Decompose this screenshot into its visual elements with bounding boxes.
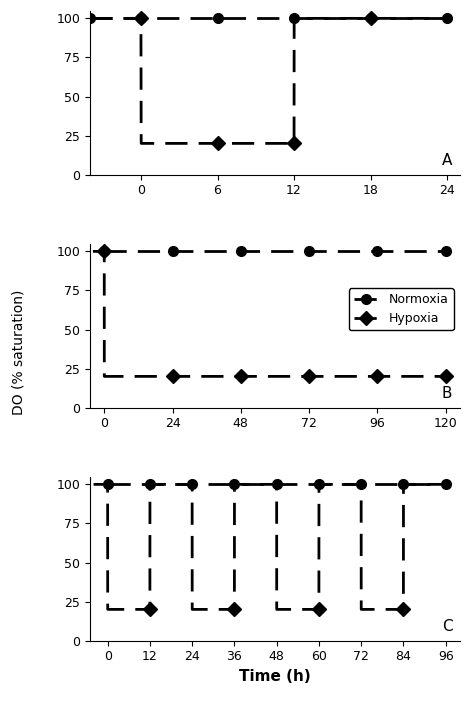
Text: B: B (442, 386, 452, 401)
Legend: Normoxia, Hypoxia: Normoxia, Hypoxia (349, 288, 454, 330)
Text: A: A (442, 153, 452, 168)
Text: C: C (442, 619, 452, 634)
Text: DO (% saturation): DO (% saturation) (12, 289, 26, 415)
X-axis label: Time (h): Time (h) (239, 669, 311, 684)
